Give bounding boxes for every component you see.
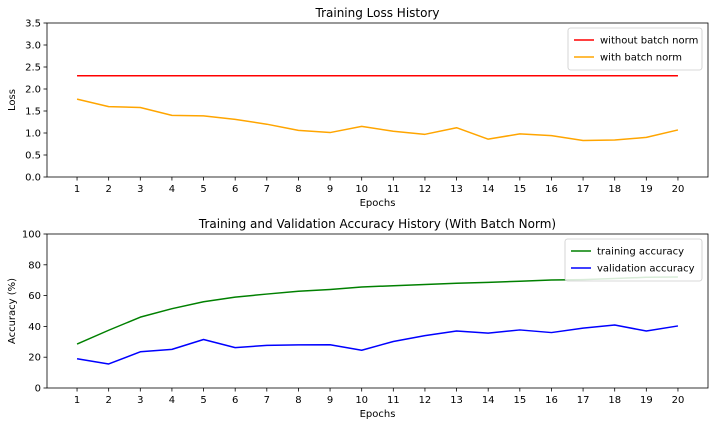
x-tick-label: 2: [105, 395, 111, 406]
legend-box: [564, 238, 703, 282]
x-tick-label: 18: [608, 184, 621, 195]
x-tick-label: 6: [232, 395, 238, 406]
x-tick-label: 13: [450, 184, 463, 195]
x-tick-label: 19: [640, 395, 653, 406]
x-tick-label: 17: [577, 395, 590, 406]
x-tick-label: 2: [105, 184, 111, 195]
x-tick-label: 8: [295, 184, 301, 195]
legend-label: without batch norm: [600, 36, 698, 47]
x-tick-label: 20: [672, 184, 685, 195]
axes-frame: [46, 22, 709, 178]
x-tick-label: 19: [640, 184, 653, 195]
x-tick-label: 9: [327, 395, 333, 406]
x-axis-label: Epochs: [360, 409, 396, 420]
x-tick-label: 16: [545, 395, 558, 406]
x-axis-label: Epochs: [360, 198, 396, 209]
x-tick-label: 16: [545, 184, 558, 195]
legend-label: training accuracy: [597, 247, 684, 258]
x-tick-label: 17: [577, 184, 590, 195]
x-tick-label: 4: [169, 395, 175, 406]
x-tick-label: 10: [355, 184, 368, 195]
x-tick-label: 5: [200, 395, 206, 406]
x-tick-label: 1: [74, 395, 80, 406]
x-tick-label: 1: [74, 184, 80, 195]
x-tick-label: 10: [355, 395, 368, 406]
legend: without batch norm with batch norm: [567, 27, 703, 71]
x-tick-label: 14: [482, 184, 495, 195]
chart-2: Training and Validation Accuracy History…: [7, 217, 709, 420]
x-tick-label: 12: [419, 395, 432, 406]
y-tick-label: 0: [35, 384, 41, 395]
x-tick-label: 5: [200, 184, 206, 195]
y-tick-label: 20: [28, 353, 41, 364]
legend-label: validation accuracy: [597, 264, 695, 275]
x-tick-label: 20: [672, 395, 685, 406]
legend: training accuracy validation accuracy: [564, 238, 703, 282]
y-tick-label: 100: [22, 230, 41, 241]
y-tick-label: 3.5: [25, 19, 41, 30]
legend-label: with batch norm: [600, 53, 682, 64]
x-tick-label: 3: [137, 395, 143, 406]
y-tick-label: 40: [28, 322, 41, 333]
x-tick-label: 15: [513, 184, 526, 195]
y-tick-label: 1.0: [25, 129, 41, 140]
y-tick-label: 0.0: [25, 173, 41, 184]
chart-title: Training Loss History: [315, 6, 440, 20]
x-tick-label: 11: [387, 395, 400, 406]
y-tick-label: 80: [28, 260, 41, 271]
legend-box: [567, 27, 703, 71]
y-tick-label: 1.5: [25, 107, 41, 118]
x-tick-label: 13: [450, 395, 463, 406]
x-tick-label: 7: [264, 395, 270, 406]
axes-frame: [46, 233, 709, 389]
x-tick-label: 12: [419, 184, 432, 195]
series-line-2: [76, 324, 679, 365]
y-axis-label: Accuracy (%): [7, 278, 18, 344]
x-tick-label: 14: [482, 395, 495, 406]
series-line-2: [76, 98, 679, 142]
x-tick-label: 9: [327, 184, 333, 195]
x-tick-label: 15: [513, 395, 526, 406]
y-tick-label: 3.0: [25, 41, 41, 52]
x-tick-label: 7: [264, 184, 270, 195]
y-tick-label: 60: [28, 291, 41, 302]
y-tick-label: 2.5: [25, 63, 41, 74]
chart-title: Training and Validation Accuracy History…: [198, 217, 556, 231]
y-tick-label: 0.5: [25, 151, 41, 162]
x-tick-label: 8: [295, 395, 301, 406]
x-tick-label: 11: [387, 184, 400, 195]
x-tick-label: 6: [232, 184, 238, 195]
x-tick-label: 4: [169, 184, 175, 195]
y-tick-label: 2.0: [25, 85, 41, 96]
series-line-1: [76, 276, 678, 345]
y-axis-label: Loss: [7, 89, 18, 111]
x-tick-label: 3: [137, 184, 143, 195]
x-tick-label: 18: [608, 395, 621, 406]
